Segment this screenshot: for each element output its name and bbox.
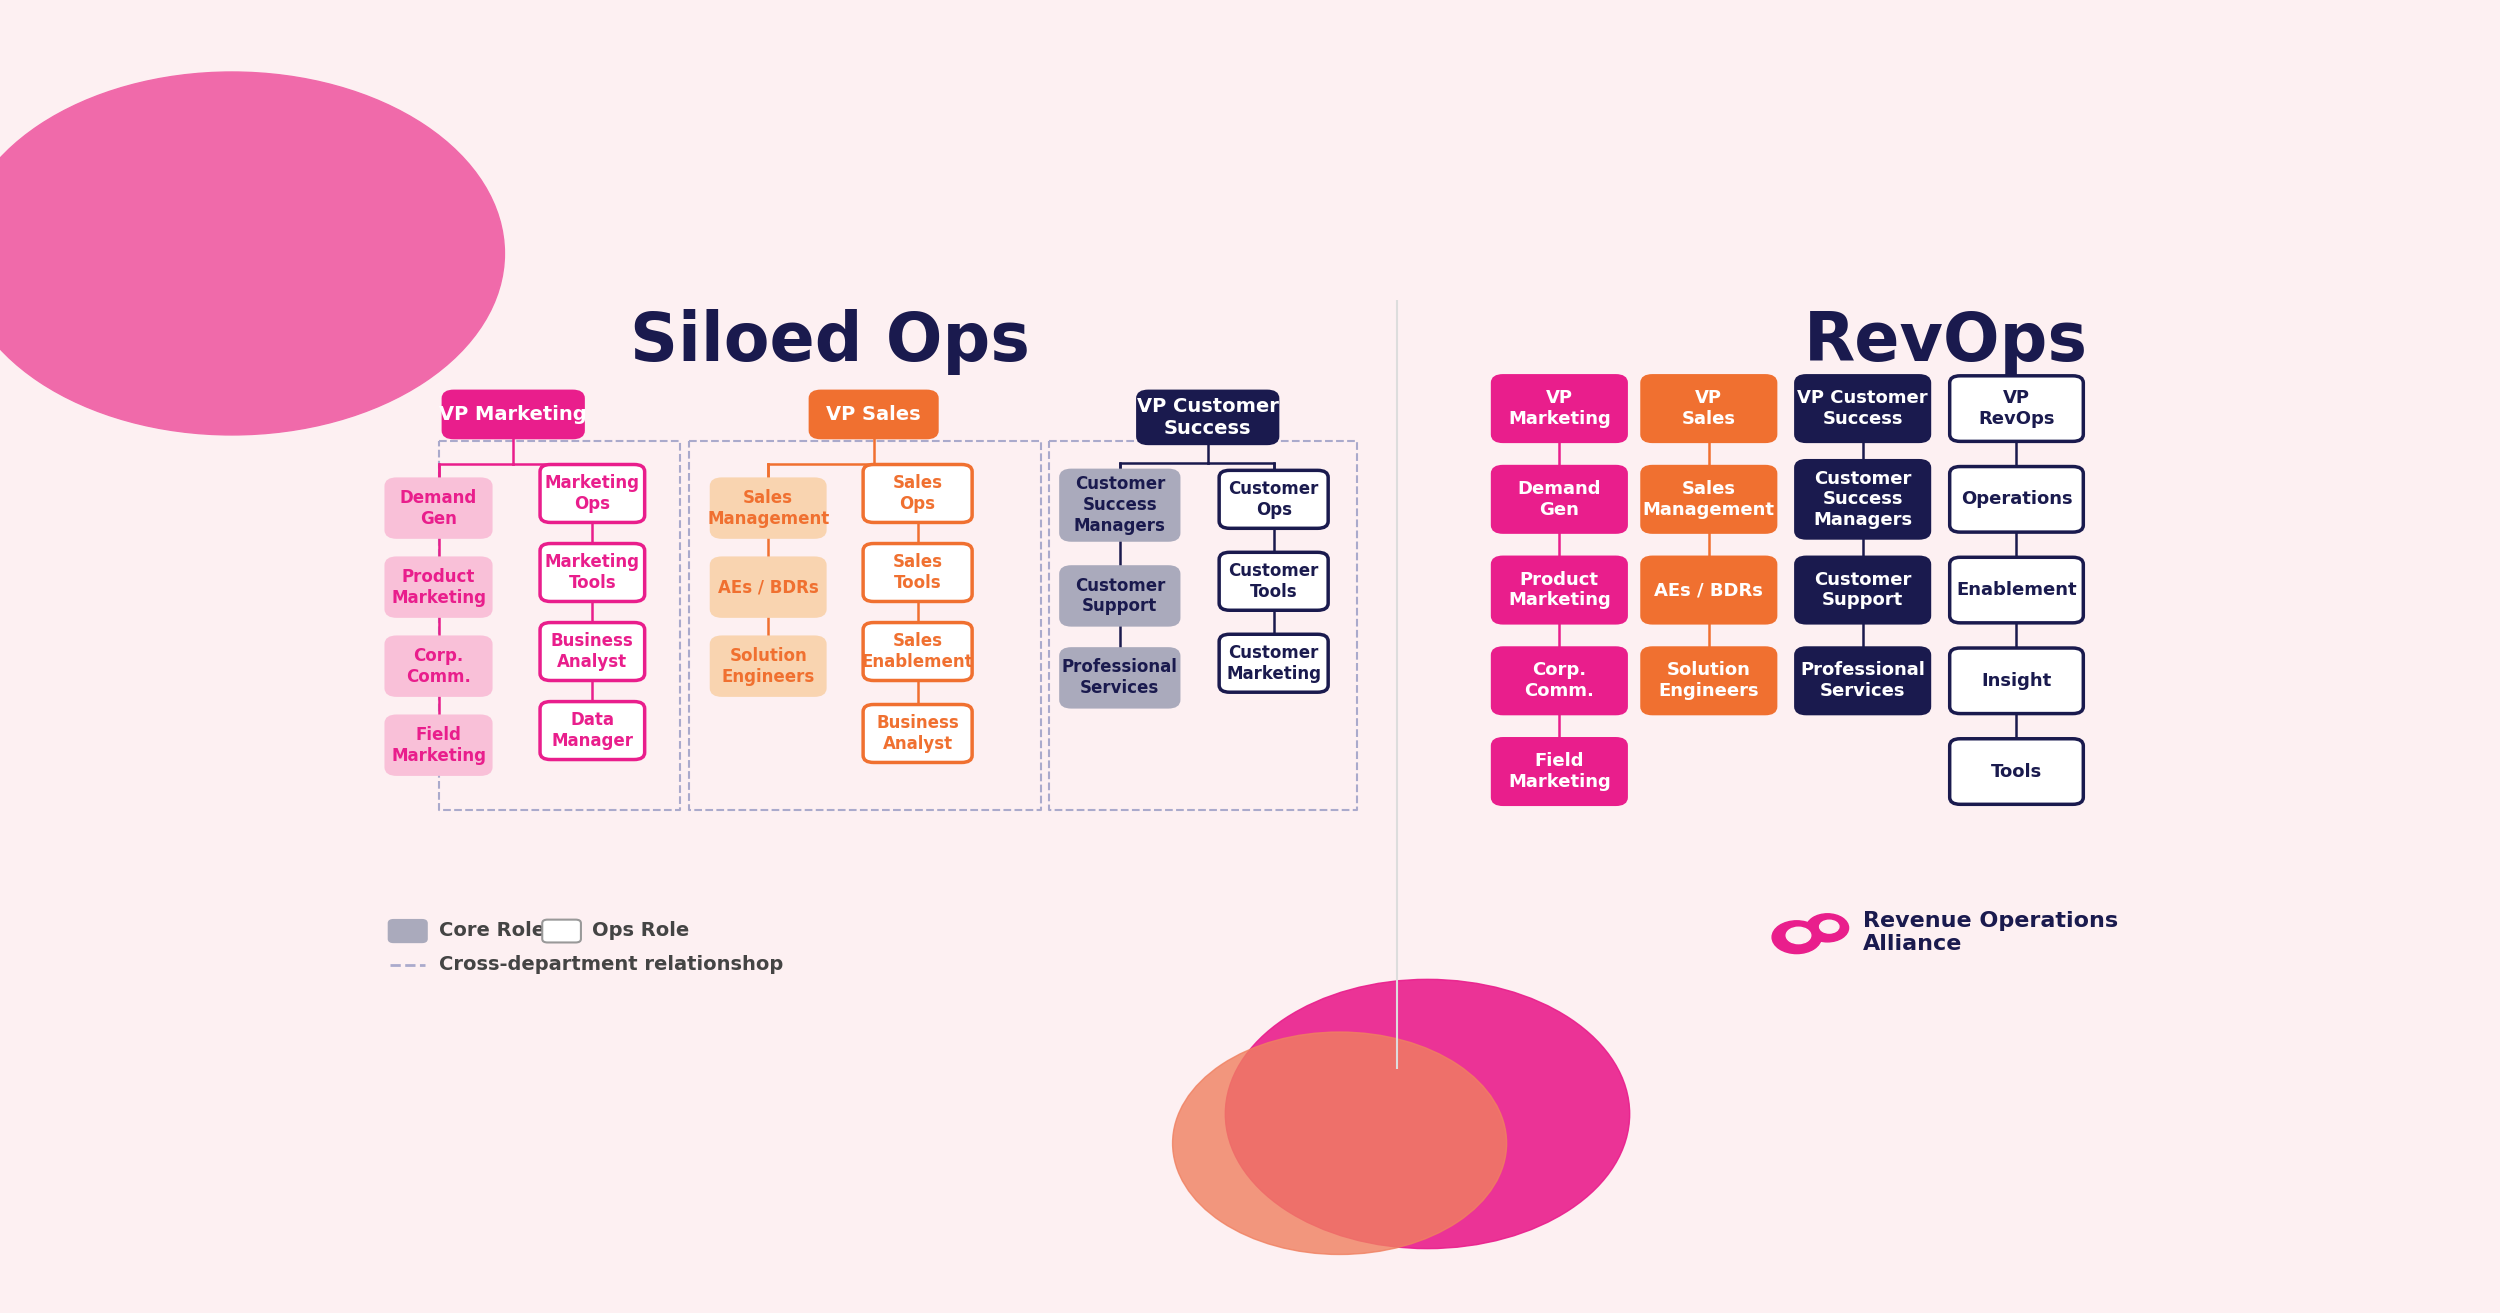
FancyBboxPatch shape: [540, 465, 645, 523]
Text: Marketing
Tools: Marketing Tools: [545, 553, 640, 592]
Text: Professional
Services: Professional Services: [1062, 659, 1178, 697]
FancyBboxPatch shape: [1642, 466, 1775, 532]
Text: Sales
Ops: Sales Ops: [892, 474, 942, 513]
FancyBboxPatch shape: [1795, 376, 1930, 441]
Text: Business
Analyst: Business Analyst: [875, 714, 960, 752]
Text: Sales
Management: Sales Management: [707, 488, 830, 528]
Circle shape: [1772, 920, 1822, 953]
Circle shape: [1808, 914, 1848, 941]
Text: Customer
Tools: Customer Tools: [1228, 562, 1320, 600]
FancyBboxPatch shape: [385, 716, 490, 775]
Text: Core Role: Core Role: [438, 922, 545, 940]
Text: VP
RevOps: VP RevOps: [1978, 389, 2055, 428]
Text: RevOps: RevOps: [1805, 310, 2088, 376]
Text: Enablement: Enablement: [1955, 582, 2078, 599]
FancyBboxPatch shape: [1950, 376, 2082, 441]
FancyBboxPatch shape: [540, 622, 645, 680]
Text: Corp.
Comm.: Corp. Comm.: [405, 647, 470, 685]
Text: Customer
Support: Customer Support: [1075, 576, 1165, 616]
FancyBboxPatch shape: [862, 544, 972, 601]
Text: Customer
Ops: Customer Ops: [1228, 481, 1320, 519]
Text: VP
Marketing: VP Marketing: [1508, 389, 1610, 428]
Text: VP Customer
Success: VP Customer Success: [1138, 397, 1278, 437]
FancyBboxPatch shape: [712, 479, 825, 537]
Text: Operations: Operations: [1960, 490, 2072, 508]
FancyBboxPatch shape: [1492, 466, 1625, 532]
Text: Product
Marketing: Product Marketing: [390, 567, 485, 607]
FancyBboxPatch shape: [1492, 739, 1625, 805]
FancyBboxPatch shape: [862, 465, 972, 523]
FancyBboxPatch shape: [540, 544, 645, 601]
FancyBboxPatch shape: [442, 391, 582, 437]
FancyBboxPatch shape: [1060, 470, 1178, 540]
FancyBboxPatch shape: [1060, 649, 1178, 706]
Text: Customer
Support: Customer Support: [1815, 571, 1912, 609]
FancyBboxPatch shape: [1642, 557, 1775, 622]
FancyBboxPatch shape: [862, 622, 972, 680]
Text: AEs / BDRs: AEs / BDRs: [1655, 582, 1762, 599]
FancyBboxPatch shape: [712, 637, 825, 695]
FancyBboxPatch shape: [1138, 391, 1278, 444]
Text: Sales
Enablement: Sales Enablement: [862, 632, 972, 671]
FancyBboxPatch shape: [1795, 557, 1930, 622]
Text: Corp.
Comm.: Corp. Comm.: [1525, 662, 1595, 700]
FancyBboxPatch shape: [542, 919, 580, 943]
Circle shape: [0, 72, 505, 435]
Text: Customer
Success
Managers: Customer Success Managers: [1812, 470, 1912, 529]
FancyBboxPatch shape: [385, 637, 490, 695]
Text: Professional
Services: Professional Services: [1800, 662, 1925, 700]
Text: Siloed Ops: Siloed Ops: [630, 310, 1030, 376]
FancyBboxPatch shape: [1950, 557, 2082, 622]
Text: VP
Sales: VP Sales: [1682, 389, 1735, 428]
Text: VP Customer
Success: VP Customer Success: [1798, 389, 1928, 428]
FancyBboxPatch shape: [1950, 466, 2082, 532]
FancyBboxPatch shape: [862, 705, 972, 763]
FancyBboxPatch shape: [385, 479, 490, 537]
FancyBboxPatch shape: [1060, 567, 1178, 625]
FancyBboxPatch shape: [810, 391, 938, 437]
Text: Sales
Tools: Sales Tools: [892, 553, 942, 592]
Text: Demand
Gen: Demand Gen: [1518, 481, 1600, 519]
Text: VP Sales: VP Sales: [828, 404, 920, 424]
FancyBboxPatch shape: [1220, 553, 1328, 611]
Text: Solution
Engineers: Solution Engineers: [1658, 662, 1760, 700]
FancyBboxPatch shape: [1492, 557, 1625, 622]
Text: Marketing
Ops: Marketing Ops: [545, 474, 640, 513]
FancyBboxPatch shape: [1642, 376, 1775, 441]
FancyBboxPatch shape: [1795, 461, 1930, 538]
Text: Field
Marketing: Field Marketing: [390, 726, 485, 764]
Circle shape: [1785, 927, 1810, 944]
Circle shape: [1172, 1032, 1508, 1254]
Text: Customer
Success
Managers: Customer Success Managers: [1075, 475, 1165, 534]
FancyBboxPatch shape: [388, 919, 428, 943]
Circle shape: [1820, 920, 1840, 934]
Circle shape: [1225, 979, 1630, 1249]
Text: VP Marketing: VP Marketing: [440, 404, 588, 424]
FancyBboxPatch shape: [712, 558, 825, 616]
FancyBboxPatch shape: [1642, 649, 1775, 713]
FancyBboxPatch shape: [385, 558, 490, 616]
Text: Product
Marketing: Product Marketing: [1508, 571, 1610, 609]
Text: Business
Analyst: Business Analyst: [550, 632, 632, 671]
FancyBboxPatch shape: [1492, 649, 1625, 713]
Text: Cross-department relationshop: Cross-department relationshop: [438, 956, 782, 974]
FancyBboxPatch shape: [1795, 649, 1930, 713]
Text: Insight: Insight: [1982, 672, 2052, 689]
Text: Data
Manager: Data Manager: [552, 712, 632, 750]
FancyBboxPatch shape: [1492, 376, 1625, 441]
FancyBboxPatch shape: [1950, 649, 2082, 713]
Text: Customer
Marketing: Customer Marketing: [1225, 643, 1320, 683]
FancyBboxPatch shape: [1220, 634, 1328, 692]
Text: AEs / BDRs: AEs / BDRs: [718, 578, 818, 596]
FancyBboxPatch shape: [540, 701, 645, 759]
FancyBboxPatch shape: [1220, 470, 1328, 528]
Text: Tools: Tools: [1990, 763, 2042, 780]
FancyBboxPatch shape: [1950, 739, 2082, 805]
Text: Demand
Gen: Demand Gen: [400, 488, 478, 528]
Text: Sales
Management: Sales Management: [1642, 481, 1775, 519]
Text: Solution
Engineers: Solution Engineers: [722, 647, 815, 685]
Text: Revenue Operations
Alliance: Revenue Operations Alliance: [1862, 911, 2118, 955]
Text: Ops Role: Ops Role: [592, 922, 690, 940]
Text: Field
Marketing: Field Marketing: [1508, 752, 1610, 790]
